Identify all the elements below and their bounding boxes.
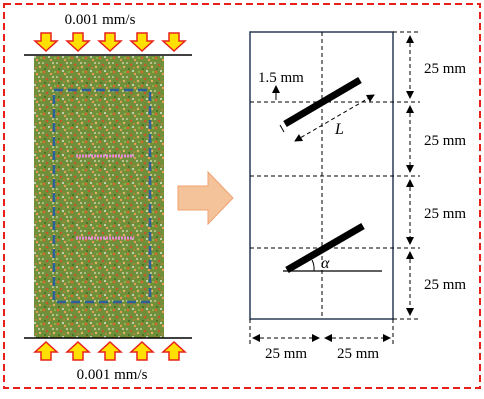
bottom-speed-label: 0.001 mm/s — [77, 367, 148, 383]
bottom-load-arrows — [33, 340, 187, 361]
flaw-width-label: 1.5 mm — [258, 70, 304, 86]
specimen-inner-region — [52, 88, 152, 304]
dimension-label-v1: 25 mm — [424, 61, 466, 77]
load-arrow-icon — [129, 32, 155, 53]
load-arrow-icon — [33, 340, 59, 361]
load-arrow-icon — [33, 32, 59, 53]
flaw-width-tick — [279, 124, 285, 133]
dimension-label-v2: 25 mm — [424, 133, 466, 149]
top-load-arrows — [33, 32, 187, 53]
load-arrow-icon — [65, 340, 91, 361]
load-arrow-icon — [65, 32, 91, 53]
load-arrow-icon — [161, 32, 187, 53]
transition-arrow-icon — [177, 170, 234, 226]
dimension-label-h1: 25 mm — [265, 346, 307, 362]
dimension-label-v3: 25 mm — [424, 206, 466, 222]
lower-flaw — [285, 222, 365, 274]
load-arrow-icon — [97, 32, 123, 53]
angle-arc — [311, 259, 315, 272]
dimension-label-h2: 25 mm — [337, 346, 379, 362]
dimension-label-v4: 25 mm — [424, 277, 466, 293]
load-arrow-icon — [129, 340, 155, 361]
specimen — [34, 56, 164, 338]
load-arrow-icon — [161, 340, 187, 361]
outer-frame — [3, 3, 481, 389]
flaw-length-dimension — [294, 94, 375, 142]
flaw-length-label: L — [334, 121, 344, 138]
load-arrow-icon — [97, 340, 123, 361]
angle-label: α — [321, 255, 330, 272]
top-speed-label: 0.001 mm/s — [65, 12, 136, 28]
